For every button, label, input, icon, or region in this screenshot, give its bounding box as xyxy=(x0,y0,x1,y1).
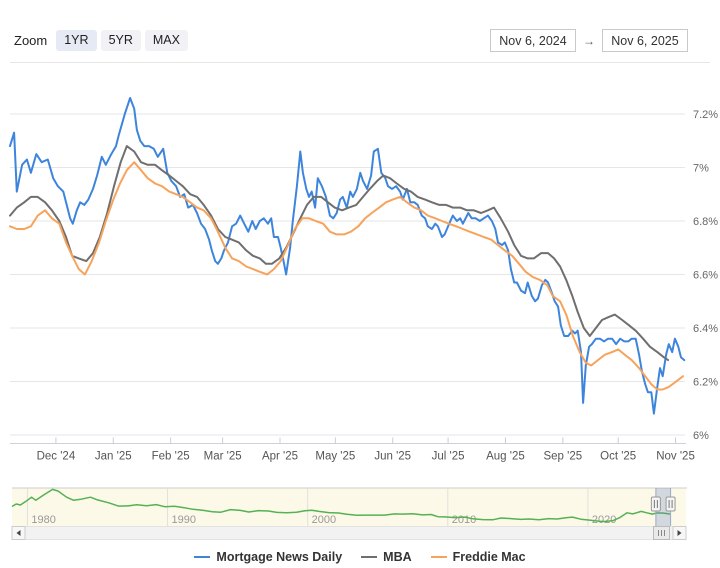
legend-item-label: MBA xyxy=(383,550,412,564)
zoom-toolbar: Zoom 1YR 5YR MAX xyxy=(14,29,192,52)
x-axis-label: Nov '25 xyxy=(656,451,695,463)
x-axis-label: Jan '25 xyxy=(95,451,132,463)
y-axis-label: 6% xyxy=(693,430,709,442)
navigator-handle-left[interactable] xyxy=(650,488,661,527)
navigator-handle-grip xyxy=(650,496,661,512)
x-axis-label: Dec '24 xyxy=(37,451,76,463)
legend-item-mba[interactable]: MBA xyxy=(361,550,412,564)
navigator-handle-grip xyxy=(665,496,676,512)
legend-item-mortgage-news-daily[interactable]: Mortgage News Daily xyxy=(194,550,342,564)
navigator-year-label: 2020 xyxy=(592,514,616,526)
scrollbar-right-button[interactable] xyxy=(672,526,687,540)
series-mba-line xyxy=(9,145,670,362)
navigator-year-label: 2000 xyxy=(312,514,336,526)
scrollbar-right-arrow-icon xyxy=(677,530,682,536)
zoom-button-1yr[interactable]: 1YR xyxy=(56,30,97,51)
legend-item-label: Freddie Mac xyxy=(452,550,526,564)
y-axis-label: 6.8% xyxy=(693,216,718,228)
main-chart: 6% 6.2% 6.4% 6.6% 6.8% 7% 7.2% Dec '24 Jan '25 Fe… xyxy=(9,69,718,463)
navigator-year-label: 1980 xyxy=(31,514,55,526)
scrollbar-left-button[interactable] xyxy=(11,526,26,540)
date-range-to-input[interactable] xyxy=(602,29,688,52)
toolbar-divider xyxy=(10,62,710,63)
legend-item-freddie-mac[interactable]: Freddie Mac xyxy=(430,550,526,564)
zoom-button-max[interactable]: MAX xyxy=(144,30,188,51)
y-axis-label: 6.6% xyxy=(693,270,718,282)
y-axis-label: 6.4% xyxy=(693,323,718,335)
navigator: 1980 1990 2000 2010 2020 xyxy=(11,487,687,527)
y-axis-label: 7.2% xyxy=(693,109,718,121)
navigator-scrollbar xyxy=(11,526,687,540)
zoom-button-5yr[interactable]: 5YR xyxy=(100,30,141,51)
y-axis-label: 7% xyxy=(693,163,709,175)
chart-legend: Mortgage News Daily MBA Freddie Mac xyxy=(0,550,720,564)
x-axis-label: Oct '25 xyxy=(600,451,636,463)
scrollbar-thumb[interactable] xyxy=(653,526,670,540)
x-axis-label: May '25 xyxy=(315,451,355,463)
y-axis-label: 6.2% xyxy=(693,377,718,389)
x-axis-label: Feb '25 xyxy=(152,451,190,463)
legend-line-swatch xyxy=(430,556,447,558)
date-range-arrow-icon: → xyxy=(583,33,595,48)
navigator-handle-right[interactable] xyxy=(665,488,676,527)
navigator-year-label: 2010 xyxy=(452,514,476,526)
legend-line-swatch xyxy=(361,556,378,558)
legend-item-label: Mortgage News Daily xyxy=(216,550,343,564)
date-range-toolbar: → xyxy=(490,29,688,52)
x-axis-label: Jun '25 xyxy=(374,451,411,463)
zoom-button-group: 1YR 5YR MAX xyxy=(56,30,192,51)
rate-chart-canvas: 6% 6.2% 6.4% 6.6% 6.8% 7% 7.2% Dec '24 Jan '25 Fe… xyxy=(9,69,719,540)
series-freddie-mac-line xyxy=(9,161,684,391)
navigator-series-line xyxy=(11,488,671,523)
x-axis-label: Jul '25 xyxy=(432,451,465,463)
x-axis-label: Mar '25 xyxy=(204,451,242,463)
zoom-label: Zoom xyxy=(14,33,48,48)
x-axis-label: Apr '25 xyxy=(262,451,298,463)
legend-line-swatch xyxy=(194,556,211,558)
x-axis-label: Aug '25 xyxy=(486,451,525,463)
date-range-from-input[interactable] xyxy=(490,29,576,52)
scrollbar-left-arrow-icon xyxy=(16,530,21,536)
plot-background xyxy=(10,69,685,435)
series-mortgage-news-daily-line xyxy=(9,97,686,415)
navigator-background[interactable] xyxy=(12,488,686,527)
x-axis-label: Sep '25 xyxy=(543,451,582,463)
scrollbar-track[interactable] xyxy=(24,526,674,540)
navigator-year-label: 1990 xyxy=(172,514,196,526)
